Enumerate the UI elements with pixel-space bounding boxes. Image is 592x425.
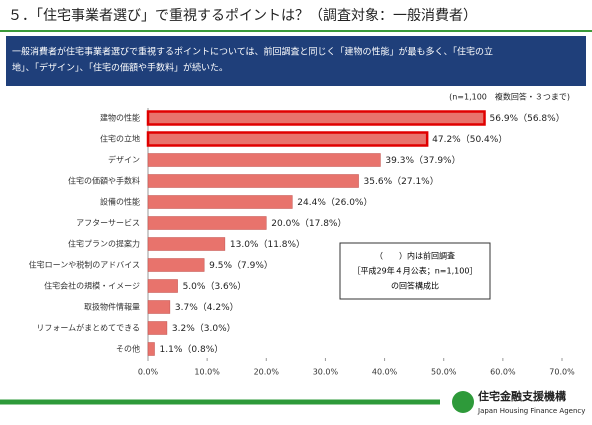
x-tick-label: 50.0% <box>431 368 457 377</box>
legend-text: （ ）内は前回調査 <box>375 251 455 261</box>
legend-box <box>339 242 491 300</box>
value-label-current: 39.3% <box>385 156 414 166</box>
value-label-previous: （37.9%） <box>414 155 461 166</box>
bar <box>147 195 293 209</box>
value-label-previous: （4.2%） <box>198 302 239 313</box>
value-label: 5.0%（3.6%） <box>183 281 247 292</box>
category-label: デザイン <box>108 155 140 165</box>
value-label: 39.3%（37.9%） <box>385 155 460 166</box>
value-label-previous: （7.9%） <box>232 260 273 271</box>
bar <box>147 153 381 167</box>
value-label-previous: （0.8%） <box>182 344 223 355</box>
value-label-previous: （56.8%） <box>518 113 565 124</box>
x-tick-label: 30.0% <box>313 368 339 377</box>
category-label: 住宅プランの提案力 <box>68 239 140 249</box>
value-label: 1.1%（0.8%） <box>160 344 224 355</box>
chart-note: (n=1,100 複数回答・３つまで) <box>449 92 570 102</box>
bar <box>147 342 155 356</box>
category-label: 住宅の立地 <box>100 134 140 144</box>
category-label: 住宅の価額や手数料 <box>68 176 140 186</box>
value-label-current: 47.2% <box>432 135 461 145</box>
category-label: リフォームがまとめてできる <box>36 323 140 333</box>
value-label-previous: （26.0%） <box>326 197 373 208</box>
summary-line: 一般消費者が住宅事業者選びで重視するポイントについては、前回調査と同じく「建物の… <box>12 46 493 58</box>
value-label: 20.0%（17.8%） <box>271 218 346 229</box>
bar <box>147 279 178 293</box>
value-label-current: 24.4% <box>297 198 326 208</box>
bar <box>147 300 171 314</box>
category-label: 設備の性能 <box>100 197 140 207</box>
value-label-previous: （3.6%） <box>205 281 246 292</box>
x-tick-label: 10.0% <box>194 368 220 377</box>
value-label-current: 1.1% <box>160 345 183 355</box>
category-label: 住宅ローンや税制のアドバイス <box>29 260 140 270</box>
value-label: 47.2%（50.4%） <box>432 134 507 145</box>
category-label: アフターサービス <box>76 219 140 228</box>
bar <box>146 131 429 147</box>
bar <box>147 216 267 230</box>
bar <box>147 174 359 188</box>
x-tick-label: 40.0% <box>372 368 398 377</box>
bar <box>146 110 486 126</box>
value-label-current: 13.0% <box>230 240 259 250</box>
category-label: その他 <box>116 344 140 354</box>
x-tick-label: 0.0% <box>138 368 159 377</box>
category-label: 取扱物件情報量 <box>84 302 140 312</box>
value-label-previous: （27.1%） <box>392 176 439 187</box>
value-label-previous: （50.4%） <box>461 134 508 145</box>
value-label-current: 5.0% <box>183 282 206 292</box>
value-label: 24.4%（26.0%） <box>297 197 372 208</box>
category-label: 住宅会社の規模・イメージ <box>44 281 140 291</box>
value-label-current: 9.5% <box>209 261 232 271</box>
value-label-current: 3.2% <box>172 324 195 334</box>
value-label-previous: （11.8%） <box>258 239 305 250</box>
footer-org: 住宅金融支援機構 <box>478 389 566 403</box>
summary-line: 地」、「デザイン」、「住宅の価額や手数料」が続いた。 <box>12 62 228 74</box>
value-label-current: 35.6% <box>364 177 393 187</box>
value-label: 56.9%（56.8%） <box>490 113 565 124</box>
logo-icon <box>452 391 474 413</box>
x-tick-label: 60.0% <box>490 368 516 377</box>
bar <box>147 258 205 272</box>
value-label: 35.6%（27.1%） <box>364 176 439 187</box>
value-label: 9.5%（7.9%） <box>209 260 273 271</box>
slide-title: ５．「住宅事業者選び」で重視するポイントは？（調査対象：一般消費者） <box>8 8 477 24</box>
summary-box <box>6 36 586 86</box>
value-label-current: 3.7% <box>175 303 198 313</box>
value-label: 3.7%（4.2%） <box>175 302 239 313</box>
value-label-current: 20.0% <box>271 219 300 229</box>
category-label: 建物の性能 <box>100 113 140 123</box>
value-label: 3.2%（3.0%） <box>172 323 236 334</box>
bar <box>147 321 168 335</box>
bar <box>147 237 226 251</box>
value-label: 13.0%（11.8%） <box>230 239 305 250</box>
value-label-current: 56.9% <box>490 114 519 124</box>
x-tick-label: 70.0% <box>549 368 575 377</box>
legend-text: ［平成29年４月公表；n=1,100］ <box>353 266 478 276</box>
legend-text: の回答構成比 <box>391 281 439 291</box>
x-tick-label: 20.0% <box>254 368 280 377</box>
footer-org-en: Japan Housing Finance Agency <box>477 407 585 415</box>
value-label-previous: （3.0%） <box>195 323 236 334</box>
value-label-previous: （17.8%） <box>300 218 347 229</box>
